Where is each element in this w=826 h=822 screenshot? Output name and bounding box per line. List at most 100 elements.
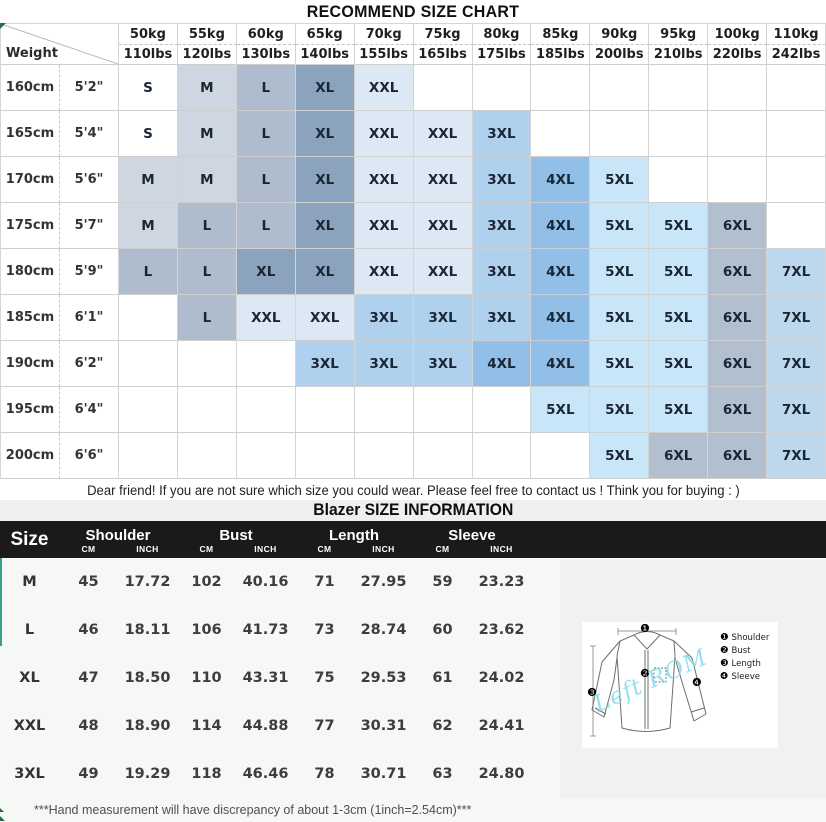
weight-header-kg: 70kg — [354, 24, 414, 45]
measurement-value: 18.11 — [124, 622, 171, 638]
size-cell: 5XL — [649, 203, 709, 249]
size-cell — [767, 65, 826, 111]
weight-axis-label: Weight — [6, 46, 58, 61]
size-cell — [649, 65, 709, 111]
size-cell — [708, 65, 768, 111]
legend-item: ❶ Shoulder — [720, 631, 769, 644]
info-section-title: Blazer SIZE INFORMATION — [0, 500, 826, 521]
measurement-row: M 45 17.72 102 40.16 71 27.95 59 23.23 — [0, 558, 531, 606]
size-cell: 5XL — [590, 341, 650, 387]
legend-item: ❹ Sleeve — [720, 670, 769, 683]
legend-label: Bust — [731, 645, 751, 656]
measurement-value: 45 — [78, 574, 99, 590]
height-ft-label: 5'2" — [60, 65, 119, 111]
size-cell: 7XL — [767, 387, 826, 433]
size-cell: XL — [295, 111, 355, 157]
height-cm-label: 175cm — [1, 203, 60, 249]
blazer-size-information-section: Blazer SIZE INFORMATION Size Shoulder CM… — [0, 500, 826, 822]
size-cell: L — [236, 65, 296, 111]
size-cell: 3XL — [472, 295, 532, 341]
size-cell: M — [177, 157, 237, 203]
inch-subheader: INCH — [254, 543, 277, 554]
size-cell — [531, 433, 591, 479]
size-cell: 5XL — [590, 387, 650, 433]
measurement-value: 106 — [191, 622, 222, 638]
size-cell: 5XL — [590, 203, 650, 249]
recommend-chart-title-text: RECOMMEND SIZE CHART — [306, 1, 520, 21]
weight-header-kg: 75kg — [413, 24, 473, 45]
size-cell: XXL — [413, 111, 473, 157]
size-cell: XXL — [236, 295, 296, 341]
recommend-chart-title: RECOMMEND SIZE CHART — [0, 0, 826, 23]
measurement-value: 75 — [314, 670, 335, 686]
size-cell: 6XL — [708, 387, 768, 433]
measurement-value: 24.41 — [478, 718, 525, 734]
size-cell: 6XL — [708, 341, 768, 387]
legend-number-icon: ❷ — [720, 645, 729, 656]
size-cell: 6XL — [708, 203, 768, 249]
size-cell: 5XL — [649, 249, 709, 295]
bust-group-header: Bust CM INCH — [177, 521, 295, 558]
size-cell: 4XL — [531, 295, 591, 341]
size-cell: 5XL — [590, 249, 650, 295]
measurement-value: 78 — [314, 766, 335, 782]
height-cm-label: 180cm — [1, 249, 60, 295]
measurement-value: 77 — [314, 718, 335, 734]
cm-subheader: CM — [435, 543, 450, 554]
size-cell: XXL — [354, 111, 414, 157]
size-cell: 5XL — [590, 433, 650, 479]
weight-header-kg: 95kg — [649, 24, 709, 45]
size-cell — [119, 433, 178, 479]
left-edge-teal-mark — [0, 558, 2, 646]
size-cell — [177, 341, 237, 387]
measurement-value: 18.90 — [124, 718, 171, 734]
size-cell: 3XL — [472, 203, 532, 249]
size-cell — [590, 65, 650, 111]
height-cm-label: 170cm — [1, 157, 60, 203]
size-cell — [472, 65, 532, 111]
size-cell: 3XL — [472, 111, 532, 157]
size-cell: L — [236, 203, 296, 249]
size-cell — [472, 433, 532, 479]
size-cell — [649, 157, 709, 203]
size-cell — [708, 111, 768, 157]
size-cell: XXL — [354, 249, 414, 295]
size-cell: 5XL — [649, 295, 709, 341]
measurement-value: 30.31 — [360, 718, 407, 734]
size-cell: XL — [295, 157, 355, 203]
size-cell — [119, 295, 178, 341]
height-cm-label: 160cm — [1, 65, 60, 111]
measurement-value: 44.88 — [242, 718, 289, 734]
size-cell: 6XL — [649, 433, 709, 479]
row-size-label: M — [22, 574, 37, 590]
measurement-value: 118 — [191, 766, 222, 782]
measurement-value: 40.16 — [242, 574, 289, 590]
size-cell: 7XL — [767, 249, 826, 295]
diagonal-line — [1, 24, 118, 64]
measurement-value: 17.72 — [124, 574, 171, 590]
height-ft-label: 5'6" — [60, 157, 119, 203]
shirt-line-art — [590, 628, 707, 737]
size-cell — [236, 341, 296, 387]
measurement-row: 3XL 49 19.29 118 46.46 78 30.71 63 24.80 — [0, 750, 531, 798]
measurement-value: 28.74 — [360, 622, 407, 638]
measurement-value: 102 — [191, 574, 222, 590]
height-cm-label: 185cm — [1, 295, 60, 341]
shoulder-marker-icon: ❶ — [640, 622, 650, 635]
size-cell: XXL — [354, 203, 414, 249]
measurement-value: 62 — [432, 718, 453, 734]
height-cm-label: 190cm — [1, 341, 60, 387]
size-cell — [649, 111, 709, 157]
diagram-legend: ❶ Shoulder ❷ Bust ❸ Length ❹ Sleeve — [720, 631, 769, 683]
size-cell — [295, 433, 355, 479]
size-cell: L — [236, 111, 296, 157]
size-cell: 5XL — [649, 387, 709, 433]
size-cell: XXL — [413, 203, 473, 249]
weight-header-lbs: 210lbs — [649, 45, 709, 65]
size-cell: 3XL — [413, 295, 473, 341]
size-cell: S — [119, 111, 178, 157]
weight-header-kg: 100kg — [708, 24, 768, 45]
size-cell — [354, 387, 414, 433]
weight-header-kg: 110kg — [767, 24, 826, 45]
size-cell: L — [177, 249, 237, 295]
